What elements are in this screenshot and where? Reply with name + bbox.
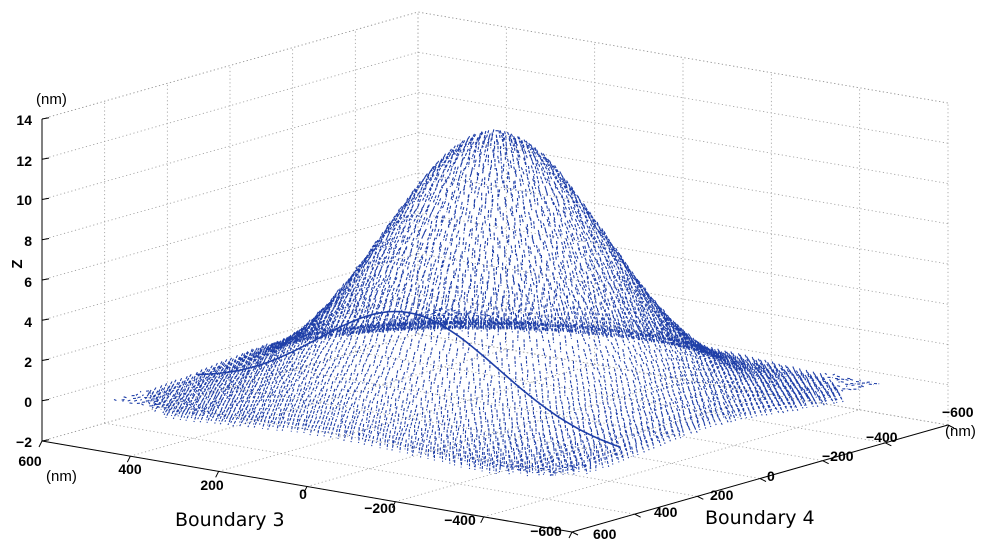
surface-ridge [196,310,621,448]
axes [38,117,955,539]
x-tick [480,516,485,524]
grid-line [306,379,684,487]
grid-line [41,172,949,281]
y-tick-label: 0 [767,468,775,484]
x-tick-label: −600 [530,523,562,539]
y-tick [634,513,641,518]
grid-line [395,394,772,503]
grid-line [41,11,949,120]
grid-line [41,293,949,402]
y-tick-label: −200 [822,448,854,464]
x-tick-labels: 600 400 200 0 −200 −400 −600 [18,453,562,539]
x-tick-label: 400 [118,461,142,477]
z-tick-label: 0 [24,394,32,410]
x-axis-label: Boundary 3 [175,509,285,531]
grid-line [130,348,507,457]
y-tick-label: 600 [593,526,617,541]
y-axis-label: Boundary 4 [705,507,815,529]
x-axis-unit: (nm) [46,468,77,485]
y-tick-label: 400 [654,504,678,520]
grid-line [41,132,949,241]
x-tick-label: 200 [200,477,224,493]
y-tick [822,460,829,465]
z-axis-unit: (nm) [36,91,67,108]
y-axis-unit: (nm) [945,423,976,440]
z-tick-labels: 14 12 10 8 6 4 2 0 −2 [16,112,32,450]
z-tick-label: −2 [16,434,32,450]
x-tick-label: −200 [364,500,396,516]
grid-line [41,253,949,361]
z-tick-label: 6 [24,274,32,290]
x-tick-label: 600 [18,453,42,469]
grid-lines [41,11,949,533]
x-tick [568,531,573,539]
y-tick-label: −600 [942,404,974,420]
x-tick [38,440,43,448]
y-tick [571,531,579,536]
y-tick [759,478,767,482]
z-tick-label: 12 [16,153,32,169]
grid-line [218,363,595,472]
z-tick [41,399,50,402]
y-tick [885,442,892,447]
z-tick-label: 8 [24,233,32,249]
x-tick-label: 0 [299,486,307,502]
z-tick [41,358,50,361]
z-tick [41,318,50,321]
z-tick-label: 10 [16,192,32,208]
y-tick [697,495,704,500]
x-tick-label: −400 [444,512,476,528]
y-tick [947,424,955,429]
z-tick [41,278,50,281]
z-tick-label: 14 [16,112,32,128]
grid-line [41,11,949,120]
z-tick-label: 4 [24,314,32,330]
y-tick-labels: −600 −400 −200 0 200 400 600 [593,404,974,541]
z-tick [41,157,50,160]
z-tick-label: 2 [24,354,32,370]
z-tick [41,117,50,120]
x-tick [303,486,308,493]
x-tick [126,455,131,463]
y-tick-label: −400 [866,429,898,445]
grid-line [41,212,949,321]
z-tick [41,238,50,241]
z-axis-label: Z [9,259,26,268]
x-tick [215,471,220,478]
y-tick-label: 200 [710,487,734,503]
grid-line [41,92,949,200]
z-tick [41,197,50,200]
x-tick [391,501,396,508]
grid-line [483,409,860,518]
surface-strokes [113,129,880,477]
surface-mesh [113,129,880,477]
grid-line [292,369,823,462]
